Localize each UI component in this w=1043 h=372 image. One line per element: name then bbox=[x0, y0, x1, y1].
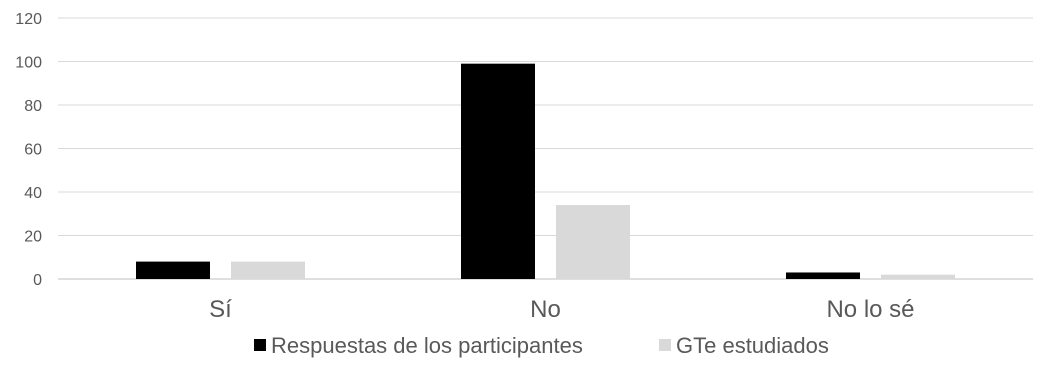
legend: Respuestas de los participantes GTe estud… bbox=[254, 333, 829, 358]
bar-respuestas-2 bbox=[786, 272, 860, 279]
bar-respuestas-1 bbox=[461, 63, 535, 279]
legend-swatch-1 bbox=[659, 339, 671, 351]
x-tick-label: No lo sé bbox=[826, 296, 914, 323]
legend-label-0: Respuestas de los participantes bbox=[271, 333, 583, 358]
bar-gte-2 bbox=[881, 274, 955, 279]
bar-gte-1 bbox=[556, 205, 630, 279]
y-tick-label: 100 bbox=[15, 55, 42, 72]
y-axis-ticks: 0 20 40 60 80 100 120 bbox=[15, 11, 42, 289]
y-tick-label: 20 bbox=[24, 229, 42, 246]
gridlines bbox=[58, 17, 1033, 280]
x-tick-label: Sí bbox=[209, 296, 232, 323]
x-tick-label: No bbox=[530, 296, 561, 323]
y-tick-label: 0 bbox=[33, 272, 42, 289]
y-tick-label: 60 bbox=[24, 142, 42, 159]
y-tick-label: 80 bbox=[24, 98, 42, 115]
y-tick-label: 40 bbox=[24, 185, 42, 202]
legend-label-1: GTe estudiados bbox=[676, 333, 829, 358]
bars bbox=[136, 63, 955, 279]
y-tick-label: 120 bbox=[15, 11, 42, 28]
legend-swatch-0 bbox=[254, 339, 266, 351]
x-axis-ticks: Sí No No lo sé bbox=[209, 296, 914, 323]
bar-respuestas-0 bbox=[136, 261, 210, 279]
bar-gte-0 bbox=[231, 261, 305, 279]
